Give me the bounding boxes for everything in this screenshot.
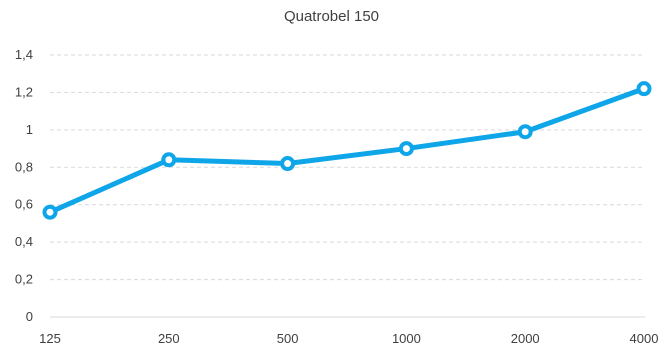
- y-tick-label: 0,4: [15, 234, 33, 249]
- x-axis-ticks: 125 250 500 1000 2000 4000: [39, 331, 658, 346]
- y-tick-label: 1: [26, 122, 33, 137]
- y-tick-label: 0: [26, 309, 33, 324]
- data-point: [398, 141, 414, 157]
- x-tick-label: 4000: [630, 331, 659, 346]
- series-layer: [42, 81, 652, 220]
- grid-layer: [50, 54, 645, 318]
- chart-title: Quatrobel 150: [283, 8, 380, 25]
- x-tick-label: 125: [39, 331, 61, 346]
- y-tick-label: 1,2: [15, 84, 33, 99]
- y-tick-label: 0,8: [15, 159, 33, 174]
- x-tick-label: 500: [277, 331, 299, 346]
- data-point: [636, 81, 652, 97]
- x-tick-label: 2000: [511, 331, 540, 346]
- data-point: [280, 156, 296, 172]
- y-tick-label: 0,2: [15, 272, 33, 287]
- data-point: [42, 204, 58, 220]
- y-tick-label: 1,4: [15, 47, 33, 62]
- series-line: [47, 86, 647, 215]
- y-axis-ticks: 0 0,2 0,4 0,6 0,8 1 1,2 1,4: [15, 47, 33, 324]
- data-point: [517, 124, 533, 140]
- y-tick-label: 0,6: [15, 197, 33, 212]
- x-tick-label: 1000: [392, 331, 421, 346]
- x-tick-label: 250: [158, 331, 180, 346]
- data-point: [161, 152, 177, 168]
